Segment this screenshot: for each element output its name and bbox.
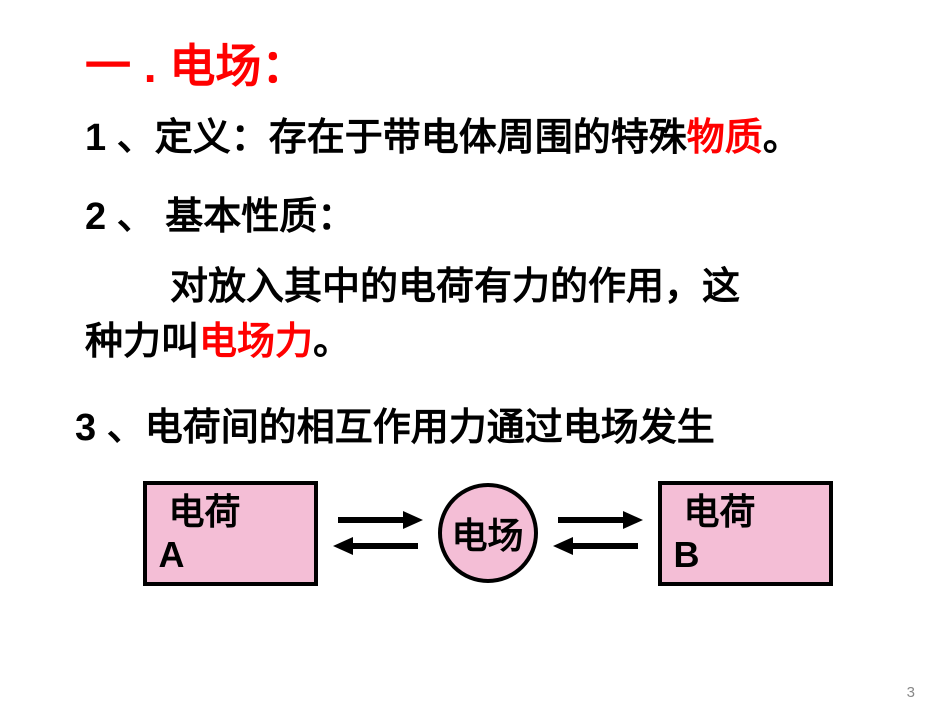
prop-end: 。 (313, 321, 351, 363)
definition-line: 1 、定义：存在于带电体周围的特殊物质。 (85, 114, 900, 163)
arrows-left (333, 508, 423, 558)
def-sep: 、定义： (106, 117, 269, 159)
arrow-right-icon (333, 508, 423, 532)
charge-box-b: 电荷 B (658, 481, 833, 586)
point3-line: 3 、电荷间的相互作用力通过电场发生 (75, 396, 900, 451)
arrow-left-icon (553, 534, 643, 558)
box-a-id: A (159, 533, 302, 576)
box-a-label: 电荷 (159, 490, 302, 533)
arrow-left-icon (333, 534, 423, 558)
section-title: 一 . 电场： (85, 30, 900, 96)
property-title: 2 、 基本性质： (85, 185, 900, 240)
def-text: 存在于带电体周围的特殊 (269, 117, 687, 159)
charge-box-a: 电荷 A (143, 481, 318, 586)
point3-text: 、电荷间的相互作用力通过电场发生 (96, 407, 715, 449)
box-b-label: 电荷 (674, 490, 817, 533)
page-number: 3 (907, 684, 915, 701)
prop-part2: 种力叫 (85, 321, 199, 363)
circle-label: 电场 (451, 507, 523, 559)
def-highlight: 物质 (687, 117, 763, 159)
point3-number: 3 (75, 407, 96, 449)
box-b-id: B (674, 533, 817, 576)
title-main: 电场： (169, 40, 307, 92)
prop-highlight: 电场力 (199, 321, 313, 363)
title-prefix: 一 . (85, 40, 169, 92)
interaction-diagram: 电荷 A 电场 电荷 (75, 481, 900, 586)
def-end: 。 (763, 117, 801, 159)
prop-part1: 对放入其中的电荷有力的作用，这 (170, 266, 740, 308)
property-text: 对放入其中的电荷有力的作用，这种力叫电场力。 (85, 260, 900, 370)
prop-number: 2 (85, 196, 106, 238)
arrow-right-icon (553, 508, 643, 532)
def-number: 1 (85, 117, 106, 159)
prop-title-text: 、 基本性质： (106, 196, 355, 238)
arrows-right (553, 508, 643, 558)
slide-content: 一 . 电场： 1 、定义：存在于带电体周围的特殊物质。 2 、 基本性质： 对… (0, 0, 950, 606)
field-circle: 电场 (438, 483, 538, 583)
